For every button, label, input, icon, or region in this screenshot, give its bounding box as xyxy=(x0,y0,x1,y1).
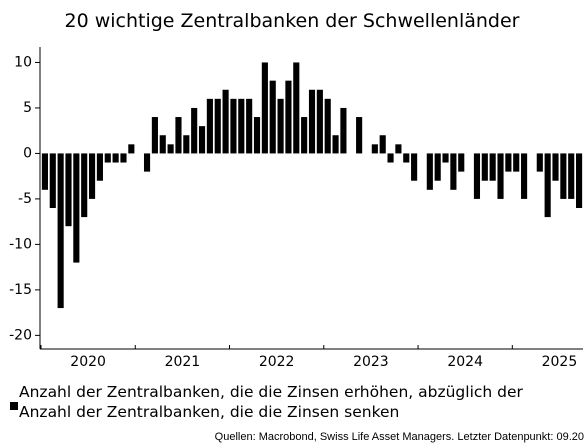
bar xyxy=(167,144,174,154)
y-tick-label: 10 xyxy=(14,54,32,70)
legend-label: Anzahl der Zentralbanken, die die Zinsen… xyxy=(19,383,523,421)
x-tick-label: 2022 xyxy=(259,354,295,370)
bar xyxy=(293,62,300,154)
bar xyxy=(387,153,394,163)
bar xyxy=(536,153,543,172)
source-note: Quellen: Macrobond, Swiss Life Asset Man… xyxy=(214,431,584,443)
bar xyxy=(324,98,331,154)
bar xyxy=(497,153,504,199)
bar xyxy=(426,153,433,190)
bar xyxy=(403,153,410,163)
bar xyxy=(57,153,64,309)
bar xyxy=(198,126,206,154)
bar xyxy=(230,98,237,154)
x-tick-label: 2025 xyxy=(542,354,578,370)
bar xyxy=(104,153,111,163)
bar xyxy=(458,153,465,172)
chart-title: 20 wichtige Zentralbanken der Schwellenl… xyxy=(64,10,520,32)
y-tick-label: -5 xyxy=(18,191,32,207)
bar xyxy=(371,144,378,154)
bar xyxy=(175,117,182,154)
bar xyxy=(269,80,276,154)
bar xyxy=(88,153,96,199)
bar xyxy=(568,153,575,199)
bar xyxy=(277,98,284,154)
y-tick-label: -20 xyxy=(9,327,32,343)
bar xyxy=(191,107,198,154)
bar xyxy=(120,153,127,163)
legend-swatch xyxy=(10,402,18,410)
bar xyxy=(434,153,441,181)
chart: -20 -15 -10 -5 0 5 10 2020 2021 2022 2023 2024 2025 xyxy=(9,47,583,370)
bar xyxy=(81,153,88,218)
bar xyxy=(214,98,221,154)
bar xyxy=(301,117,308,154)
bar xyxy=(206,98,213,154)
bar xyxy=(560,153,567,199)
bar xyxy=(473,153,481,199)
bar xyxy=(489,153,496,181)
bar xyxy=(379,135,386,154)
bar xyxy=(73,153,80,263)
x-tick-label: 2021 xyxy=(165,354,201,370)
bar xyxy=(450,153,457,190)
bar xyxy=(128,144,135,154)
y-tick-label: 5 xyxy=(23,100,32,116)
bar xyxy=(151,117,158,154)
bar xyxy=(521,153,528,199)
bar xyxy=(238,98,245,154)
bar xyxy=(49,153,56,209)
bar xyxy=(222,89,229,154)
bar xyxy=(316,89,323,154)
bar xyxy=(96,153,103,181)
y-tick-label: 0 xyxy=(23,145,32,161)
bar xyxy=(308,89,316,154)
bar xyxy=(395,144,402,154)
bar xyxy=(246,98,253,154)
y-tick-label: -10 xyxy=(9,236,32,252)
x-tick-label: 2024 xyxy=(447,354,483,370)
legend: Anzahl der Zentralbanken, die die Zinsen… xyxy=(10,382,579,422)
x-tick-label: 2020 xyxy=(70,354,106,370)
bar xyxy=(183,135,190,154)
bar xyxy=(513,153,520,172)
bar xyxy=(552,153,559,181)
bar xyxy=(356,117,363,154)
bar xyxy=(481,153,488,181)
x-tick-label: 2023 xyxy=(353,354,389,370)
bar xyxy=(340,107,347,154)
bar xyxy=(411,153,418,181)
y-tick-label: -15 xyxy=(9,282,32,298)
bar xyxy=(576,153,583,209)
bar xyxy=(544,153,551,218)
bar xyxy=(442,153,449,163)
bar xyxy=(65,153,72,227)
bar xyxy=(112,153,119,163)
bar xyxy=(253,117,261,154)
bar xyxy=(41,153,48,190)
bar xyxy=(261,62,268,154)
bar xyxy=(505,153,512,172)
bar xyxy=(332,135,339,154)
bar xyxy=(143,153,151,172)
bar xyxy=(285,80,292,154)
bar xyxy=(159,135,166,154)
